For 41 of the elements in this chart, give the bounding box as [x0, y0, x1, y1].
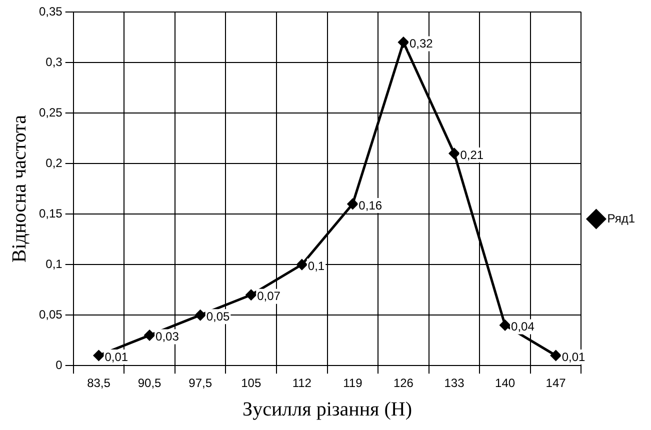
point: [94, 350, 104, 361]
data-label: 0,01: [562, 350, 586, 364]
legend-label: Ряд1: [607, 211, 636, 226]
x-tick-label: 112: [292, 376, 312, 390]
x-tick-label: 119: [343, 376, 363, 390]
x-tick-label: 133: [444, 376, 465, 390]
data-label: 0,21: [460, 148, 484, 162]
point: [347, 198, 358, 210]
point: [296, 259, 308, 270]
point: [449, 148, 460, 159]
x-tick-label: 140: [495, 376, 516, 390]
y-tick-label: 0: [56, 358, 63, 372]
y-tick-label: 0,15: [38, 206, 63, 220]
y-tick-label: 0,25: [38, 105, 63, 120]
point: [550, 350, 562, 361]
x-tick-label: 105: [241, 376, 262, 390]
x-tick-label: 147: [546, 376, 566, 390]
data-label: 0,03: [156, 330, 180, 344]
data-label: 0,32: [409, 36, 434, 51]
point: [500, 320, 510, 330]
x-tick-label: 126: [393, 376, 414, 390]
y-tick-label: 0,3: [46, 54, 63, 69]
y-tick-label: 0,35: [38, 4, 63, 18]
point: [195, 310, 206, 320]
y-tick-label: 0,05: [38, 307, 63, 322]
x-axis-title: Зусилля різання (Н): [242, 398, 412, 420]
x-tick-label: 97,5: [188, 376, 212, 390]
x-tick-label: 90,5: [138, 376, 162, 390]
y-tick-label: 0,2: [46, 156, 63, 170]
data-label: 0,05: [206, 309, 230, 324]
data-label: 0,1: [308, 258, 325, 273]
y-axis-title: Відносна частота: [8, 114, 30, 263]
x-tick-label: 83,5: [87, 376, 111, 390]
y-tick-label: 0,1: [46, 256, 63, 271]
data-label: 0,16: [358, 198, 382, 212]
point: [398, 37, 409, 48]
data-label: 0,01: [104, 350, 128, 364]
data-label: 0,07: [257, 289, 281, 304]
point: [144, 330, 155, 341]
data-label: 0,04: [511, 320, 535, 334]
point: [246, 290, 256, 300]
